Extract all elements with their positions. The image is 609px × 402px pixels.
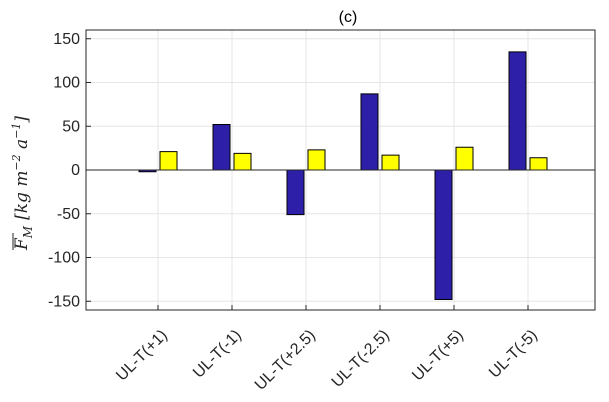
- x-tick-label: UL-T(+1): [113, 327, 171, 385]
- y-axis: -150 -100 -50 0 50 100 150: [48, 31, 91, 310]
- y-tick-label: -50: [57, 206, 80, 223]
- y-tick-label: -150: [48, 293, 80, 310]
- x-tick-label: UL-T(-5): [486, 327, 541, 382]
- x-tick-label: UL-T(+5): [409, 327, 467, 385]
- y-axis-label-unit-2: a: [12, 139, 32, 155]
- bar-series-2: [233, 152, 252, 171]
- y-axis-label-symbol: F: [12, 237, 32, 251]
- bar-series-2: [307, 149, 326, 171]
- bar-series-1: [360, 93, 379, 171]
- y-tick-label: 0: [71, 162, 80, 179]
- bar-series-1: [434, 169, 453, 300]
- x-tick-label: UL-T(-1): [190, 327, 245, 382]
- y-tick-label: -100: [48, 250, 80, 267]
- y-axis-label-subscript: M: [21, 225, 35, 239]
- y-tick-label: 100: [53, 75, 80, 92]
- y-tick-label: 50: [62, 118, 80, 135]
- x-axis: UL-T(+1) UL-T(-1) UL-T(+2.5) UL-T(-2.5) UL-T…: [113, 305, 541, 394]
- bars: [138, 51, 548, 300]
- x-tick-label: UL-T(-2.5): [329, 327, 393, 391]
- svg-text:FM[kg m−2 a−1]: FM [kg m−2 a−1]: [10, 116, 35, 251]
- bar-series-2: [529, 157, 548, 171]
- bar-series-2: [455, 146, 474, 171]
- bar-series-1: [286, 169, 305, 216]
- y-axis-label-exponent-2: −1: [10, 123, 23, 139]
- bar-series-2: [381, 154, 400, 171]
- chart-title: (c): [339, 9, 358, 26]
- x-tick-label: UL-T(+2.5): [252, 327, 319, 394]
- y-axis-label-exponent-1: −2: [10, 154, 23, 170]
- y-tick-label: 150: [53, 31, 80, 48]
- y-axis-label-unit: [kg m: [12, 171, 32, 220]
- bar-series-1: [508, 51, 527, 171]
- bar-series-2: [159, 151, 178, 171]
- bar-series-1: [212, 124, 231, 171]
- y-axis-label: FM [kg m−2 a−1]: [10, 116, 35, 251]
- y-axis-label-unit-close: ]: [12, 116, 32, 124]
